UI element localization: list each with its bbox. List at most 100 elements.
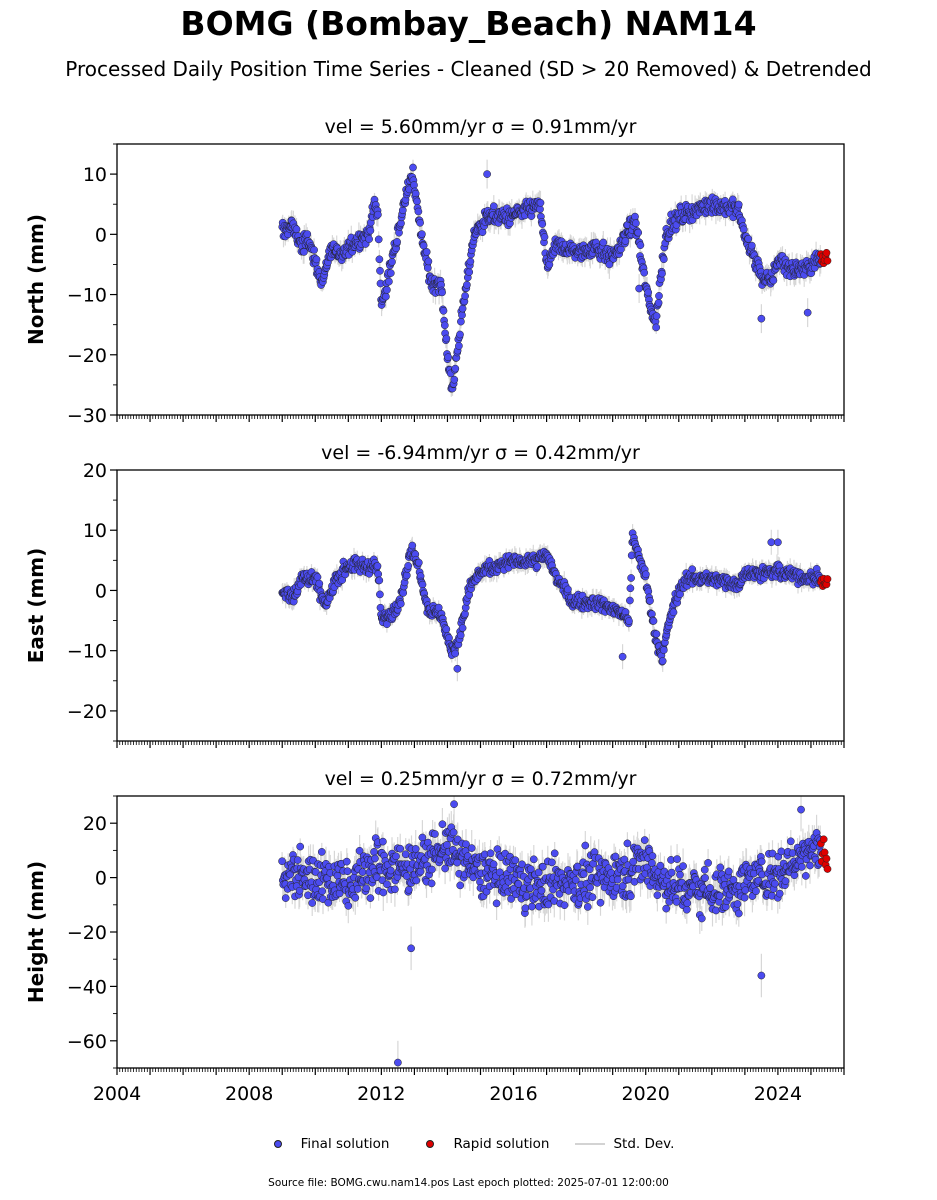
final-points [278,529,825,673]
final-point [423,264,432,272]
final-point [625,617,633,625]
y-tick-label: −20 [67,701,107,723]
y-tick-label: −10 [67,285,107,307]
final-point [631,212,639,221]
final-point [634,228,643,237]
final-point [536,205,544,214]
final-point [456,631,465,640]
stddev-bars [281,159,822,397]
chart-subtitle: Processed Daily Position Time Series - C… [65,57,872,81]
final-point [438,288,446,297]
final-point [374,210,382,219]
y-tick-label: 10 [83,164,107,186]
final-point [396,599,405,608]
final-point [424,257,433,266]
final-point [386,269,395,277]
final-point [744,234,753,243]
y-tick-label: 0 [95,580,107,602]
final-point [313,573,322,581]
final-point [649,617,658,625]
final-point [418,580,427,589]
final-point [659,646,668,654]
final-point [538,220,547,228]
final-point [458,311,466,319]
final-point [642,570,650,579]
final-point [450,375,459,384]
stddev-bars [281,524,822,682]
final-point [769,276,778,285]
final-point [626,596,634,605]
final-point [366,226,375,235]
final-point [458,304,467,313]
final-point [489,202,498,211]
y-tick-label: −30 [67,405,107,427]
final-point [416,218,424,227]
final-point [669,608,678,617]
final-point [621,237,630,245]
final-point [540,233,549,241]
final-point [375,576,384,585]
final-point [456,330,464,339]
final-point [483,170,491,178]
final-point [463,281,471,289]
y-tick-label: 0 [95,224,107,246]
final-point [640,268,649,277]
rapid-points [817,574,832,590]
final-point [646,596,654,605]
final-point [457,317,465,326]
final-point [388,258,396,266]
final-point [636,241,645,250]
final-point [466,257,475,266]
final-point [451,649,460,658]
final-point [644,288,653,297]
final-point [632,219,640,228]
final-point [652,630,661,638]
final-point [375,255,384,264]
final-point [461,292,469,300]
y-axis-label: North (mm) [24,214,48,345]
final-point [767,538,776,547]
final-point [774,538,782,547]
final-point [626,584,635,593]
y-axis-label: East (mm) [24,548,48,664]
final-point [376,266,384,275]
final-point [803,308,812,317]
final-point [414,207,423,216]
final-point [564,585,572,594]
final-point [383,286,391,294]
final-point [605,260,614,269]
rapid-point [822,248,831,257]
final-point [655,292,663,300]
final-point [439,306,448,315]
final-point [374,570,383,578]
final-point [414,558,423,567]
stddev-bars [281,796,822,1068]
panel-height: vel = 0.25mm/yr σ = 0.72mm/yr Height (mm)… [24,768,845,1105]
y-tick-label: −20 [67,345,107,367]
panel-title: vel = 5.60mm/yr σ = 0.91mm/yr [325,116,637,138]
plot-frame [116,143,845,416]
final-point [658,269,666,278]
y-tick-label: 10 [83,520,107,542]
final-point [408,541,417,550]
data-layer [278,796,832,1068]
final-point [303,230,312,238]
final-points [278,163,825,393]
final-point [658,657,667,665]
final-point [536,198,545,207]
final-point [315,579,324,588]
data-layer [278,159,832,397]
final-point [442,334,451,343]
rapid-points [817,248,832,268]
rapid-point [823,256,832,265]
final-point [599,238,608,247]
final-point [734,200,743,209]
final-point [409,163,417,172]
final-point [310,246,318,254]
final-point [442,625,451,634]
final-point [300,248,308,256]
final-point [465,268,474,276]
final-point [455,342,463,350]
